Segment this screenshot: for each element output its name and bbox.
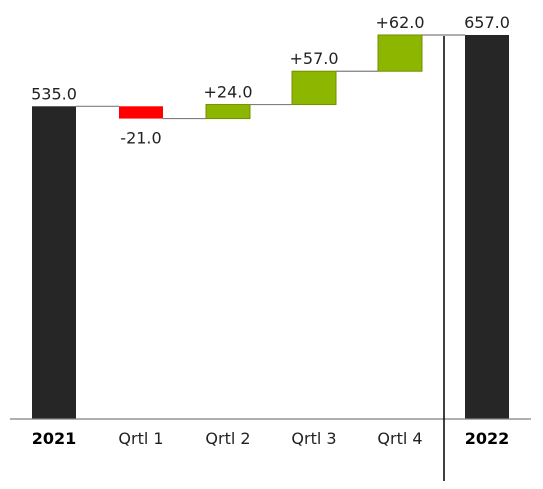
bar-2021 [32,106,76,419]
bar-2022 [465,34,509,420]
data-label-qrtl-3: +57.0 [289,49,338,68]
category-label-2022: 2022 [465,429,510,448]
chart-marks [32,34,509,420]
category-label-qrtl-3: Qrtl 3 [291,429,336,448]
data-label-qrtl-2: +24.0 [203,83,252,102]
category-label-qrtl-1: Qrtl 1 [118,429,163,448]
data-label-qrtl-1: -21.0 [120,129,161,148]
category-label-2021: 2021 [32,429,77,448]
bar-qrtl-2 [205,104,251,120]
bar-qrtl-1 [119,106,163,119]
category-label-qrtl-4: Qrtl 4 [377,429,422,448]
bar-qrtl-4 [377,34,423,72]
chart-labels: 535.0 2021 -21.0 Qrtl 1 +24.0 Qrtl 2 +57.0 Qrtl… [31,13,510,448]
bar-qrtl-3 [291,70,337,106]
category-label-qrtl-2: Qrtl 2 [205,429,250,448]
data-label-qrtl-4: +62.0 [375,13,424,32]
data-label-2021: 535.0 [31,84,77,103]
data-label-2022: 657.0 [464,13,510,32]
